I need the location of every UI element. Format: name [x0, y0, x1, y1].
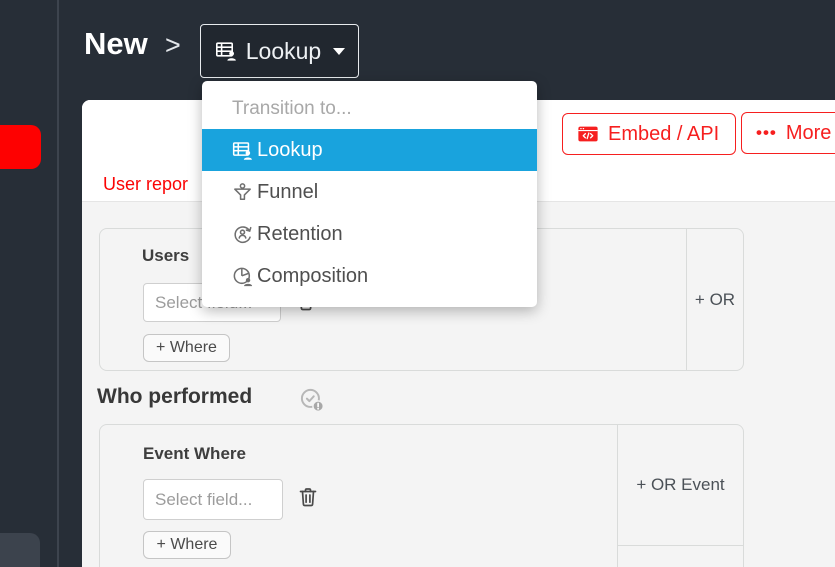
menu-item-retention[interactable]: Retention — [202, 213, 537, 255]
menu-item-label: Composition — [257, 264, 369, 287]
sidebar-divider — [57, 0, 59, 567]
table-person-icon — [214, 39, 238, 63]
event-or-label: + OR Event — [636, 475, 725, 494]
menu-item-label: Lookup — [257, 138, 323, 161]
event-add-or-button[interactable]: + OR Event — [618, 425, 743, 546]
page-title: New — [84, 26, 148, 61]
funnel-person-icon — [231, 181, 254, 204]
trash-icon — [296, 485, 320, 509]
table-person-icon — [231, 139, 254, 162]
users-group-title: Users — [142, 246, 190, 265]
event-filter-group: Event Where + Where + OR Event — [99, 424, 744, 567]
embed-code-icon — [577, 123, 599, 145]
event-delete-filter-button[interactable] — [296, 485, 320, 509]
breadcrumb-separator: > — [165, 30, 181, 60]
composition-pie-person-icon — [231, 265, 254, 288]
time-check-info-icon — [299, 387, 326, 414]
transition-dropdown-menu: Transition to... Lookup — [202, 81, 537, 307]
report-type-label: Lookup — [245, 37, 322, 64]
users-or-label: + OR — [694, 289, 736, 309]
menu-item-label: Funnel — [257, 180, 319, 203]
menu-item-lookup[interactable]: Lookup — [202, 129, 537, 171]
menu-item-funnel[interactable]: Funnel — [202, 171, 537, 213]
ellipsis-icon: ••• — [756, 123, 777, 142]
event-or-column: + OR Event — [617, 425, 743, 567]
users-add-where-button[interactable]: + Where — [143, 334, 230, 362]
menu-header-transition-to: Transition to... — [232, 98, 352, 119]
event-add-where-button[interactable]: + Where — [143, 531, 231, 559]
menu-item-label: Retention — [257, 222, 343, 245]
more-button[interactable]: ••• More — [741, 112, 835, 154]
embed-api-button[interactable]: Embed / API — [562, 113, 736, 155]
chevron-down-icon — [333, 47, 346, 55]
embed-api-label: Embed / API — [608, 122, 720, 145]
event-group-title: Event Where — [143, 444, 246, 463]
sidebar-bottom-item[interactable] — [0, 533, 40, 567]
retention-cycle-icon — [231, 223, 254, 246]
more-label: More — [785, 121, 832, 144]
users-add-or-button[interactable]: + OR — [686, 229, 743, 370]
sidebar-active-item[interactable] — [0, 125, 41, 169]
tab-user-report[interactable]: User repor — [103, 174, 189, 194]
menu-item-composition[interactable]: Composition — [202, 255, 537, 297]
event-field-select-input[interactable] — [143, 479, 283, 520]
report-type-dropdown-button[interactable]: Lookup — [200, 24, 359, 78]
who-performed-heading: Who performed — [97, 385, 253, 408]
